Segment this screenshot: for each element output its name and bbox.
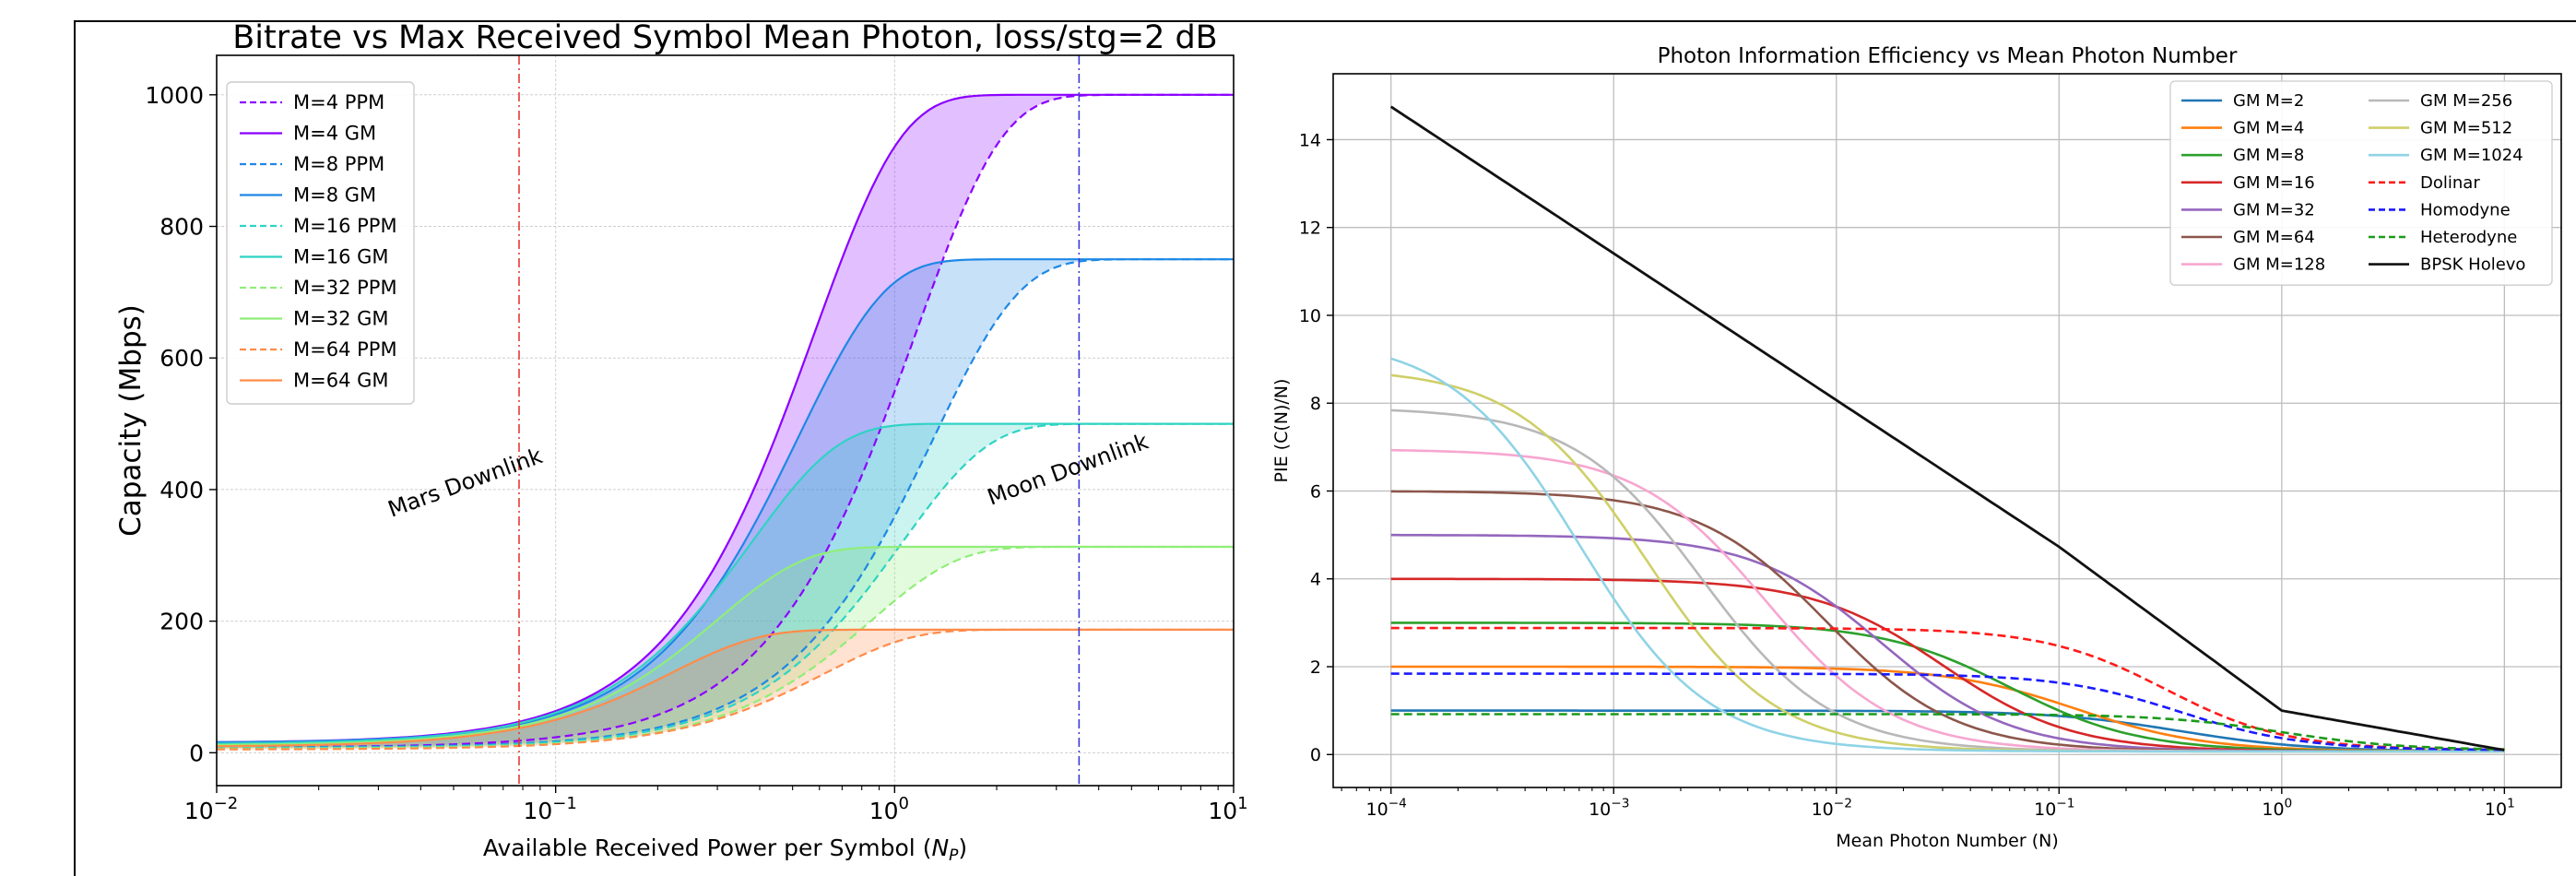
series-line-heterodyne (1390, 713, 2505, 751)
chart2-title: Photon Information Efficiency vs Mean Ph… (1658, 44, 2238, 68)
chart2-x-tick-label: 10−3 (1589, 796, 1629, 820)
chart1-title: Bitrate vs Max Received Symbol Mean Phot… (232, 19, 1217, 56)
chart1-legend-box (226, 81, 415, 405)
chart1-y-tick-label: 200 (160, 609, 204, 635)
band-m4 (217, 94, 1234, 748)
chart-1-group: Mars Downlink Moon Downlink 10−2 10−1 100 101… (114, 19, 1248, 865)
chart2-y-tick-label: 4 (1310, 570, 1321, 590)
series-line-gm-m-32 (1390, 533, 2505, 753)
chart2-y-label: PIE (C(N)/N) (1271, 379, 1292, 483)
chart1-x-tick-label: 10−2 (184, 794, 238, 824)
legend-label-m-8-ppm: M=8 PPM (293, 153, 384, 175)
chart1-x-label: Available Received Power per Symbol (NP) (483, 835, 967, 865)
chart1-plot-frame (216, 54, 1235, 787)
chart2-x-tick-label: 10−4 (1366, 796, 1407, 820)
legend-label-m-16-gm: M=16 GM (293, 246, 389, 268)
series-line-gm-m-16 (1390, 577, 2505, 753)
legend-label-dolinar: Dolinar (2420, 173, 2480, 193)
chart1-y-tick-label: 0 (189, 740, 204, 766)
legend-label-gm-m-8: GM M=8 (2233, 146, 2304, 165)
chart1-y-label: Capacity (Mbps) (114, 304, 148, 537)
annotation-mars-downlink: Mars Downlink (384, 443, 546, 522)
chart1-x-tick-label: 100 (869, 794, 909, 824)
chart2-y-tick-label: 8 (1310, 394, 1321, 414)
series-line-gm-m-2 (1390, 709, 2505, 752)
legend-label-gm-m-4: GM M=4 (2233, 119, 2304, 138)
series-line-m-32-gm (217, 545, 1234, 746)
series-line-bpsk-holevo (1389, 105, 2505, 752)
chart-2-group: 10−4 10−3 10−2 10−1 100 101 0 2 4 6 8 10 12 14 Photon … (1271, 44, 2562, 851)
chart1-x-tick-label: 10−1 (523, 794, 576, 824)
legend-label-heterodyne: Heterodyne (2420, 228, 2517, 247)
chart2-legend: GM M=2 GM M=4 GM M=8 GM M=16 GM M=32 GM M=64 G… (2169, 80, 2553, 286)
series-line-homodyne (1390, 672, 2505, 752)
band-m64 (217, 629, 1234, 750)
legend-label-bpsk-holevo: BPSK Holevo (2420, 255, 2525, 275)
legend-label-m-8-gm: M=8 GM (293, 184, 376, 207)
legend-label-gm-m-512: GM M=512 (2420, 119, 2512, 138)
legend-label-homodyne: Homodyne (2420, 200, 2511, 219)
chart1-y-tick-label: 800 (160, 214, 204, 241)
chart1-x-tick-label: 101 (1208, 794, 1247, 824)
chart2-x-label: Mean Photon Number (N) (1836, 831, 2059, 851)
chart2-x-tick-label: 10−1 (2034, 796, 2074, 820)
series-line-gm-m-4 (1390, 665, 2505, 753)
chart2-y-tick-label: 0 (1310, 745, 1321, 765)
legend-label-m-4-gm: M=4 GM (293, 123, 376, 145)
legend-label-gm-m-1024: GM M=1024 (2420, 146, 2523, 165)
chart2-x-tick-label: 101 (2485, 796, 2515, 820)
chart2-y-tick-label: 14 (1299, 130, 1321, 150)
legend-label-gm-m-2: GM M=2 (2233, 91, 2304, 111)
legend-label-m-4-ppm: M=4 PPM (293, 91, 384, 113)
series-line-m-16-gm (217, 422, 1234, 745)
legend-label-gm-m-256: GM M=256 (2420, 91, 2512, 111)
chart1-y-tick-label: 600 (160, 345, 204, 372)
legend-label-m-64-gm: M=64 GM (293, 370, 389, 392)
chart2-plot-frame (1332, 73, 2562, 788)
chart2-x-tick-label: 100 (2262, 796, 2292, 820)
legend-label-m-16-ppm: M=16 PPM (293, 215, 397, 237)
series-line-gm-m-1024 (1390, 357, 2505, 753)
series-line-gm-m-8 (1390, 621, 2505, 753)
band-m8 (217, 259, 1234, 748)
chart1-y-tick-label: 400 (160, 477, 204, 503)
legend-label-gm-m-128: GM M=128 (2233, 255, 2325, 275)
chart2-legend-box (2169, 80, 2553, 286)
chart1-y-tick-label: 1000 (145, 82, 204, 109)
chart2-y-tick-label: 2 (1310, 657, 1321, 678)
legend-label-m-32-gm: M=32 GM (293, 308, 389, 330)
chart2-y-tick-label: 12 (1299, 219, 1321, 239)
annotation-moon-downlink: Moon Downlink (984, 429, 1152, 511)
figure-frame (74, 20, 2576, 876)
legend-label-gm-m-16: GM M=16 (2233, 173, 2315, 193)
chart1-legend: M=4 PPM M=4 GM M=8 PPM M=8 GM M=16 PPM M=16 G… (226, 81, 415, 405)
legend-label-gm-m-64: GM M=64 (2233, 228, 2315, 247)
legend-label-gm-m-32: GM M=32 (2233, 200, 2315, 219)
chart2-x-tick-label: 10−2 (1812, 796, 1852, 820)
legend-label-m-32-ppm: M=32 PPM (293, 277, 397, 299)
legend-label-m-64-ppm: M=64 PPM (293, 338, 397, 361)
series-line-m-64-gm (217, 628, 1234, 748)
chart2-y-tick-label: 6 (1310, 481, 1321, 502)
chart2-y-tick-label: 10 (1299, 306, 1321, 326)
band-m16 (217, 423, 1234, 749)
series-line-dolinar (1390, 626, 2505, 752)
